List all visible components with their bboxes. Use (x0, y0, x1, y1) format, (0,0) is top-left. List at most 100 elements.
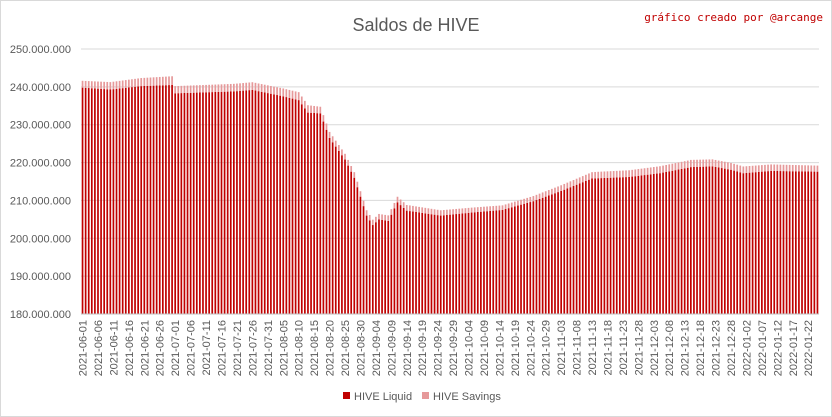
x-tick-label: 2021-06-21 (139, 320, 151, 376)
bar-savings (745, 166, 748, 173)
bar-liquid (606, 177, 609, 314)
bar-savings (702, 159, 705, 167)
bar-savings (526, 197, 529, 203)
bar-liquid (214, 91, 217, 314)
bar-liquid (535, 200, 538, 314)
bar-savings (143, 77, 146, 86)
bar-liquid (100, 88, 102, 314)
bar-liquid (625, 177, 627, 314)
y-tick-label: 210.000.000 (10, 195, 71, 207)
bar-liquid (578, 183, 581, 314)
bar-savings (310, 105, 312, 113)
bar-savings (532, 196, 535, 202)
bar-liquid (652, 173, 655, 314)
bar-liquid (137, 86, 139, 315)
bar-liquid (708, 166, 711, 314)
bar-liquid (547, 195, 550, 314)
bar-liquid (183, 92, 186, 314)
bar-liquid (288, 97, 291, 314)
bar-liquid (356, 187, 359, 314)
bar-liquid (656, 173, 658, 314)
bar-savings (788, 164, 791, 172)
bar-savings (168, 76, 170, 86)
bar-savings (405, 204, 408, 211)
bar-savings (761, 165, 763, 172)
bar-savings (334, 140, 337, 147)
bar-liquid (563, 189, 566, 314)
bar-liquid (254, 90, 257, 314)
bar-liquid (544, 196, 547, 314)
bar-liquid (452, 214, 454, 314)
bar-savings (680, 161, 683, 169)
bar-liquid (344, 159, 346, 314)
bar-savings (149, 77, 152, 86)
bar-savings (344, 153, 346, 160)
x-tick-label: 2021-11-18 (602, 320, 614, 375)
bar-savings (581, 176, 584, 183)
bar-liquid (668, 171, 671, 314)
bar-savings (455, 208, 458, 215)
bar-savings (492, 206, 495, 211)
bar-liquid (788, 171, 791, 314)
bar-savings (124, 80, 127, 88)
bar-savings (696, 159, 698, 167)
bar-liquid (442, 215, 445, 314)
bar-liquid (297, 100, 300, 314)
bar-liquid (594, 178, 596, 314)
bar-liquid (575, 184, 578, 314)
bar-liquid (186, 92, 189, 314)
bar-liquid (557, 192, 559, 314)
bar-savings (356, 181, 359, 188)
bar-savings (588, 173, 590, 180)
bar-savings (646, 167, 649, 175)
bar-savings (523, 198, 525, 204)
bar-savings (751, 165, 754, 173)
bar-liquid (683, 168, 686, 314)
x-tick-label: 2021-10-14 (494, 320, 506, 376)
bar-liquid (461, 213, 464, 314)
bar-liquid (236, 91, 238, 315)
bar-liquid (87, 88, 90, 315)
bar-savings (155, 77, 158, 86)
x-tick-label: 2021-10-09 (479, 320, 491, 376)
bar-liquid (609, 177, 612, 314)
x-tick-label: 2022-01-22 (803, 320, 815, 376)
bar-savings (733, 163, 735, 171)
bar-savings (433, 209, 436, 215)
bar-savings (205, 84, 207, 93)
x-tick-label: 2021-06-01 (78, 320, 90, 376)
bar-liquid (603, 177, 606, 314)
bar-liquid (375, 222, 377, 314)
bar-liquid (566, 188, 569, 314)
bar-liquid (205, 92, 207, 314)
bar-savings (100, 81, 102, 89)
bar-liquid (273, 94, 275, 314)
bar-liquid (585, 180, 587, 314)
bar-liquid (520, 204, 522, 314)
bar-savings (535, 194, 538, 201)
chart-title: Saldos de HIVE (352, 15, 479, 35)
bar-savings (801, 165, 803, 172)
bar-savings (239, 83, 241, 91)
bar-liquid (94, 88, 96, 314)
bar-liquid (171, 84, 173, 314)
bar-savings (643, 168, 646, 176)
bar-savings (260, 84, 263, 92)
bar-liquid (751, 172, 754, 314)
bar-savings (300, 96, 303, 105)
bar-liquid (446, 214, 448, 314)
bar-savings (557, 186, 559, 193)
bar-savings (199, 85, 201, 93)
bar-liquid (266, 93, 269, 314)
legend: HIVE Liquid HIVE Savings (343, 391, 501, 403)
bar-liquid (770, 170, 772, 314)
bar-liquid (140, 86, 143, 314)
bar-savings (791, 164, 794, 172)
legend-swatch-liquid (343, 392, 350, 399)
bar-liquid (165, 85, 167, 314)
bar-savings (609, 171, 612, 178)
bar-liquid (362, 206, 365, 314)
bar-savings (257, 83, 260, 92)
bar-savings (427, 208, 430, 214)
